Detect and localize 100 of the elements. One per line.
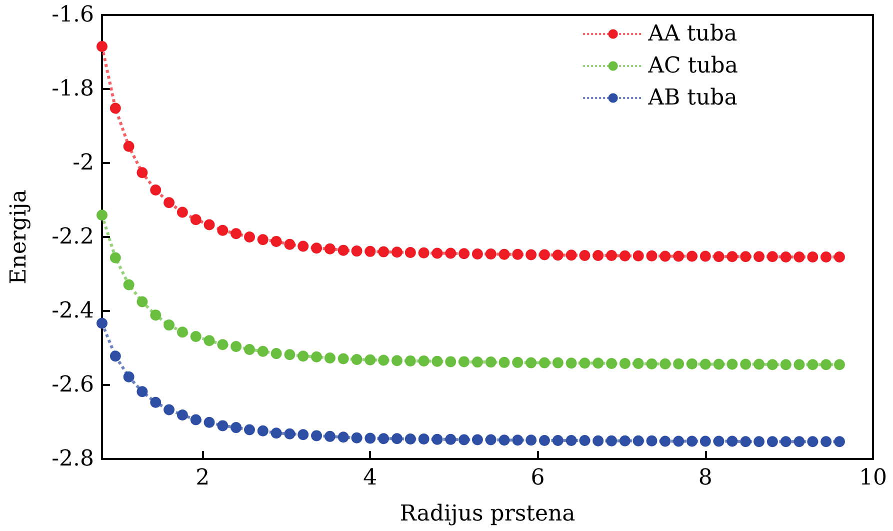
point: [136, 167, 148, 178]
point: [338, 353, 349, 364]
point: [110, 350, 121, 362]
point: [257, 346, 268, 357]
point: [136, 386, 148, 398]
point: [686, 250, 698, 262]
point: [164, 320, 175, 331]
point: [244, 424, 255, 436]
point: [311, 430, 322, 442]
point: [284, 349, 296, 360]
point: [552, 357, 564, 368]
y-tick-label: -2.6: [52, 372, 94, 398]
point: [820, 251, 832, 262]
point: [378, 246, 390, 258]
point: [190, 331, 202, 342]
point: [726, 358, 738, 370]
point: [834, 251, 845, 262]
point: [96, 40, 108, 52]
point: [418, 247, 430, 258]
point: [364, 354, 376, 366]
point: [807, 359, 818, 370]
point: [190, 214, 202, 226]
point: [539, 357, 550, 368]
point: [445, 248, 456, 259]
point: [834, 359, 845, 370]
point: [740, 358, 752, 370]
point: [378, 354, 390, 366]
point: [351, 246, 362, 257]
point: [526, 434, 537, 446]
point: [136, 296, 148, 308]
point: [338, 432, 349, 443]
point: [176, 206, 188, 218]
point: [566, 250, 577, 261]
point: [472, 434, 483, 446]
point: [364, 432, 376, 444]
point: [498, 248, 510, 260]
x-tick-label: 2: [196, 466, 210, 490]
point: [485, 356, 496, 368]
point: [472, 356, 483, 368]
point: [418, 434, 430, 445]
point: [110, 102, 121, 114]
point: [713, 251, 724, 262]
legend-label: AC tuba: [647, 54, 738, 78]
point: [780, 251, 792, 262]
x-tick-label: 4: [363, 466, 378, 490]
point: [686, 358, 698, 370]
point: [754, 251, 765, 262]
point: [794, 359, 805, 370]
point: [766, 436, 778, 448]
point: [150, 310, 162, 321]
point: [230, 228, 242, 240]
point: [660, 250, 671, 262]
point: [311, 242, 322, 254]
x-axis-title: Radijus prstena: [400, 502, 576, 526]
point: [338, 244, 349, 256]
point: [392, 433, 402, 444]
point: [270, 428, 282, 439]
point: [673, 436, 684, 447]
point: [324, 430, 336, 442]
point: [754, 358, 765, 370]
point: [807, 436, 818, 448]
point: [794, 436, 805, 448]
point: [740, 436, 752, 448]
point: [660, 436, 671, 447]
point: [646, 250, 658, 262]
point: [150, 396, 162, 408]
point: [150, 184, 162, 196]
point: [217, 420, 228, 432]
y-tick-label: -1.8: [52, 76, 94, 102]
point: [123, 371, 134, 382]
y-tick-label: -2.4: [52, 298, 94, 324]
point: [123, 279, 134, 290]
point: [498, 434, 510, 446]
point: [592, 358, 604, 369]
point: [619, 358, 630, 370]
point: [539, 249, 550, 260]
point: [123, 140, 134, 152]
point: [686, 436, 698, 447]
x-tick-label: 6: [530, 466, 545, 490]
point: [512, 248, 524, 260]
point: [780, 436, 792, 448]
point: [204, 219, 215, 230]
point: [432, 434, 443, 445]
point: [418, 355, 430, 366]
point: [298, 240, 309, 252]
point: [526, 357, 537, 368]
point: [619, 435, 630, 446]
point: [432, 356, 443, 367]
point: [820, 359, 832, 370]
point: [566, 435, 577, 446]
point: [606, 358, 618, 370]
point: [392, 246, 402, 258]
y-axis-title: Energija: [6, 190, 32, 284]
point: [713, 436, 724, 447]
point: [284, 428, 296, 440]
point: [512, 356, 524, 368]
point: [404, 434, 416, 445]
y-tick-label: -2.2: [52, 224, 94, 250]
point: [472, 248, 483, 260]
point: [673, 250, 684, 262]
